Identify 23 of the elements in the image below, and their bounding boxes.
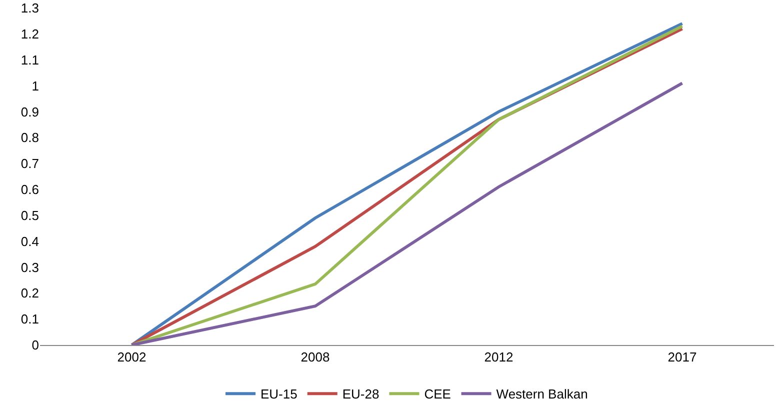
legend-label: Western Balkan [496, 386, 588, 402]
y-tick-label: 0.4 [20, 234, 39, 249]
x-tick-label: 2012 [484, 350, 514, 365]
legend-label: EU-28 [342, 386, 380, 402]
y-tick-label: 1 [32, 78, 39, 94]
y-tick-label: 1.1 [20, 52, 39, 68]
x-tick-label: 2017 [668, 350, 697, 365]
y-tick-label: 0.3 [20, 260, 39, 275]
y-tick-label: 0.8 [20, 130, 39, 146]
y-tick-label: 1.3 [20, 0, 39, 16]
y-tick-label: 0.1 [20, 312, 39, 327]
y-tick-label: 0.9 [20, 104, 39, 120]
x-tick-label: 2002 [117, 350, 146, 365]
y-tick-label: 0.7 [20, 156, 39, 172]
legend-label: CEE [424, 386, 452, 402]
line-series [130, 82, 684, 345]
y-tick-label: 0.6 [20, 182, 39, 198]
y-tick-label: 1.2 [20, 26, 39, 42]
y-tick-label: 0 [32, 338, 39, 353]
x-tick-label: 2008 [300, 350, 330, 365]
legend-label: EU-15 [260, 386, 298, 402]
y-tick-label: 0.5 [20, 208, 39, 223]
y-tick-label: 0.2 [20, 286, 39, 301]
